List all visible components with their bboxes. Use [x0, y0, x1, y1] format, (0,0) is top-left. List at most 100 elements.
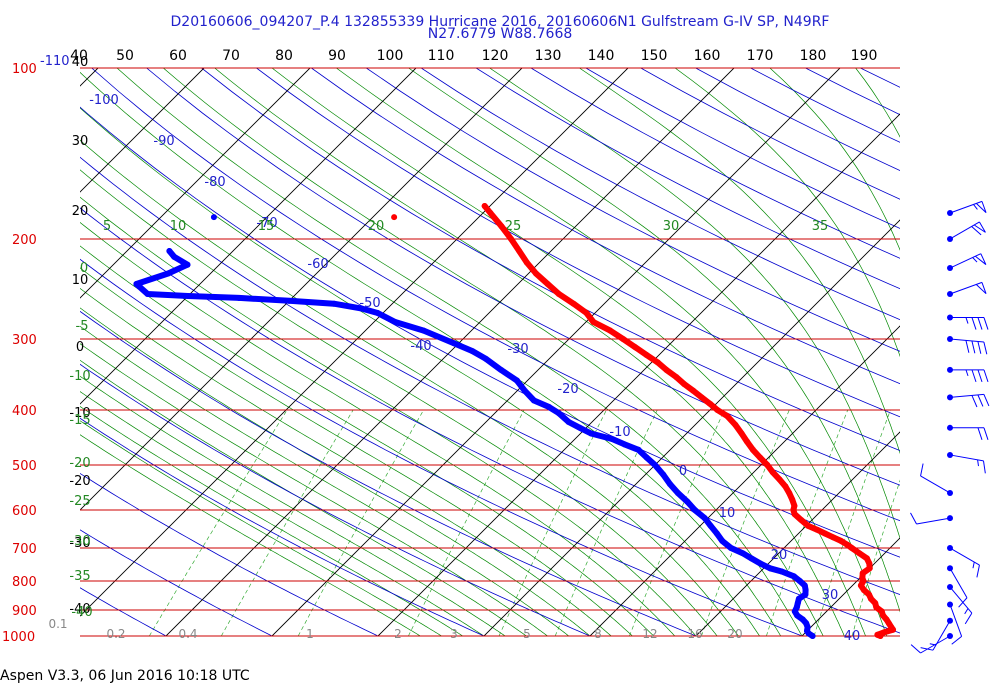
dewpoint-point: [498, 366, 505, 373]
chart-title-line1: D20160606_094207_P.4 132855339 Hurricane…: [170, 14, 830, 30]
wind-barb-half: [965, 369, 969, 377]
wind-barb-full: [964, 612, 973, 625]
wind-barb-half: [977, 459, 979, 467]
pressure-label: 600: [12, 504, 37, 519]
temperature-point: [698, 394, 705, 401]
dry-adiabat: [80, 363, 591, 636]
moist-adiabat: [80, 107, 760, 636]
temperature-point: [724, 413, 731, 420]
wind-barb-half: [972, 561, 975, 569]
wind-barb-full: [983, 427, 989, 440]
dewpoint-point: [521, 387, 528, 394]
isotherm: [80, 68, 523, 511]
temperature-point: [544, 280, 551, 287]
left-scale-label: -20: [69, 474, 90, 489]
moist-adiabat: [80, 391, 485, 636]
temperature-point: [872, 600, 879, 607]
mixing-ratio-label: 1: [306, 627, 314, 641]
dry-adiabat: [530, 68, 900, 259]
temperature-point: [663, 366, 670, 373]
isotherm-label: -30: [507, 342, 528, 357]
wind-barb-full: [951, 636, 962, 645]
wind-barb-staff: [920, 635, 951, 654]
dry-adiabat: [311, 68, 900, 385]
temperature-point: [590, 318, 597, 325]
temperature-point: [863, 555, 870, 562]
theta-e-label: -25: [69, 494, 90, 509]
theta-e-label: -15: [69, 413, 90, 428]
mixing-ratio-label: 12: [642, 627, 657, 641]
isotherm-label: -10: [609, 425, 630, 440]
wind-barb-staff: [949, 338, 984, 343]
theta-e-label: 0: [80, 261, 88, 276]
wind-barb-full: [977, 394, 984, 407]
left-scale-label: -40: [69, 602, 90, 617]
wind-barb: [947, 545, 980, 578]
temperature-point: [857, 582, 864, 589]
top-scale-label: 80: [275, 48, 293, 64]
wind-barb-full: [971, 226, 982, 236]
isotherm-label: -100: [89, 93, 119, 108]
wind-barb-full: [982, 460, 986, 474]
moist-adiabat-label: 15: [258, 219, 275, 234]
dewpoint-point: [576, 424, 583, 431]
isotherm: [165, 68, 735, 636]
mixing-ratio-label: 0.4: [178, 627, 197, 641]
left-scale-label: 20: [72, 204, 89, 219]
dewpoint-point: [184, 261, 191, 268]
dry-adiabat: [80, 472, 379, 636]
dewpoint-point: [166, 248, 173, 255]
dewpoint-point: [420, 327, 427, 334]
wind-barb-full: [983, 317, 989, 330]
wind-barb-full: [976, 564, 980, 578]
wind-barb: [910, 633, 953, 654]
moist-adiabat: [80, 375, 506, 636]
dewpoint-point: [643, 454, 650, 461]
isotherm-label: -40: [410, 339, 431, 354]
temperature-point: [791, 502, 798, 509]
temperature-point: [749, 446, 756, 453]
moist-adiabat: [674, 68, 900, 358]
mixing-ratio-label: 2: [394, 627, 402, 641]
sounding-series: [133, 203, 897, 639]
temperature-point: [532, 270, 539, 277]
pressure-label: 800: [12, 575, 37, 590]
dry-adiabat: [201, 68, 900, 452]
temperature-point: [690, 387, 697, 394]
dewpoint-point: [392, 318, 399, 325]
dry-adiabat: [256, 68, 900, 418]
left-scale-label: 0: [76, 340, 84, 355]
left-scale-label: -30: [69, 536, 90, 551]
wind-barb-staff: [949, 281, 983, 295]
temperature-point: [805, 522, 812, 529]
temperature-point: [776, 476, 783, 483]
dry-adiabat: [640, 68, 900, 200]
temperature-point: [654, 359, 661, 366]
isotherm: [80, 68, 311, 299]
dry-adiabat: [860, 68, 900, 88]
dewpoint-point: [133, 280, 140, 287]
dry-adiabat: [91, 68, 900, 522]
temperature-point: [769, 469, 776, 476]
top-scale-label: 70: [222, 48, 240, 64]
temperature-point: [516, 248, 523, 255]
top-scale-label: 110: [428, 48, 455, 64]
chart-title-line2: N27.6779 W88.7668: [427, 26, 573, 42]
dewpoint-point: [666, 480, 673, 487]
isotherm-label: -80: [204, 175, 225, 190]
theta-e-label: -20: [69, 456, 90, 471]
moist-adiabat-label: 25: [505, 219, 522, 234]
isotherm-label: -60: [307, 257, 328, 272]
dry-adiabat: [80, 106, 900, 558]
wind-barb-staff: [920, 475, 951, 494]
theta-e-label: -5: [76, 319, 89, 334]
top-scale-label: 90: [328, 48, 346, 64]
dewpoint-point: [555, 410, 562, 417]
wind-barb-half: [965, 317, 969, 324]
grid-lines: [80, 67, 900, 637]
dewpoint-point: [801, 582, 808, 589]
theta-e-label: -10: [69, 369, 90, 384]
temperature-point: [714, 406, 721, 413]
